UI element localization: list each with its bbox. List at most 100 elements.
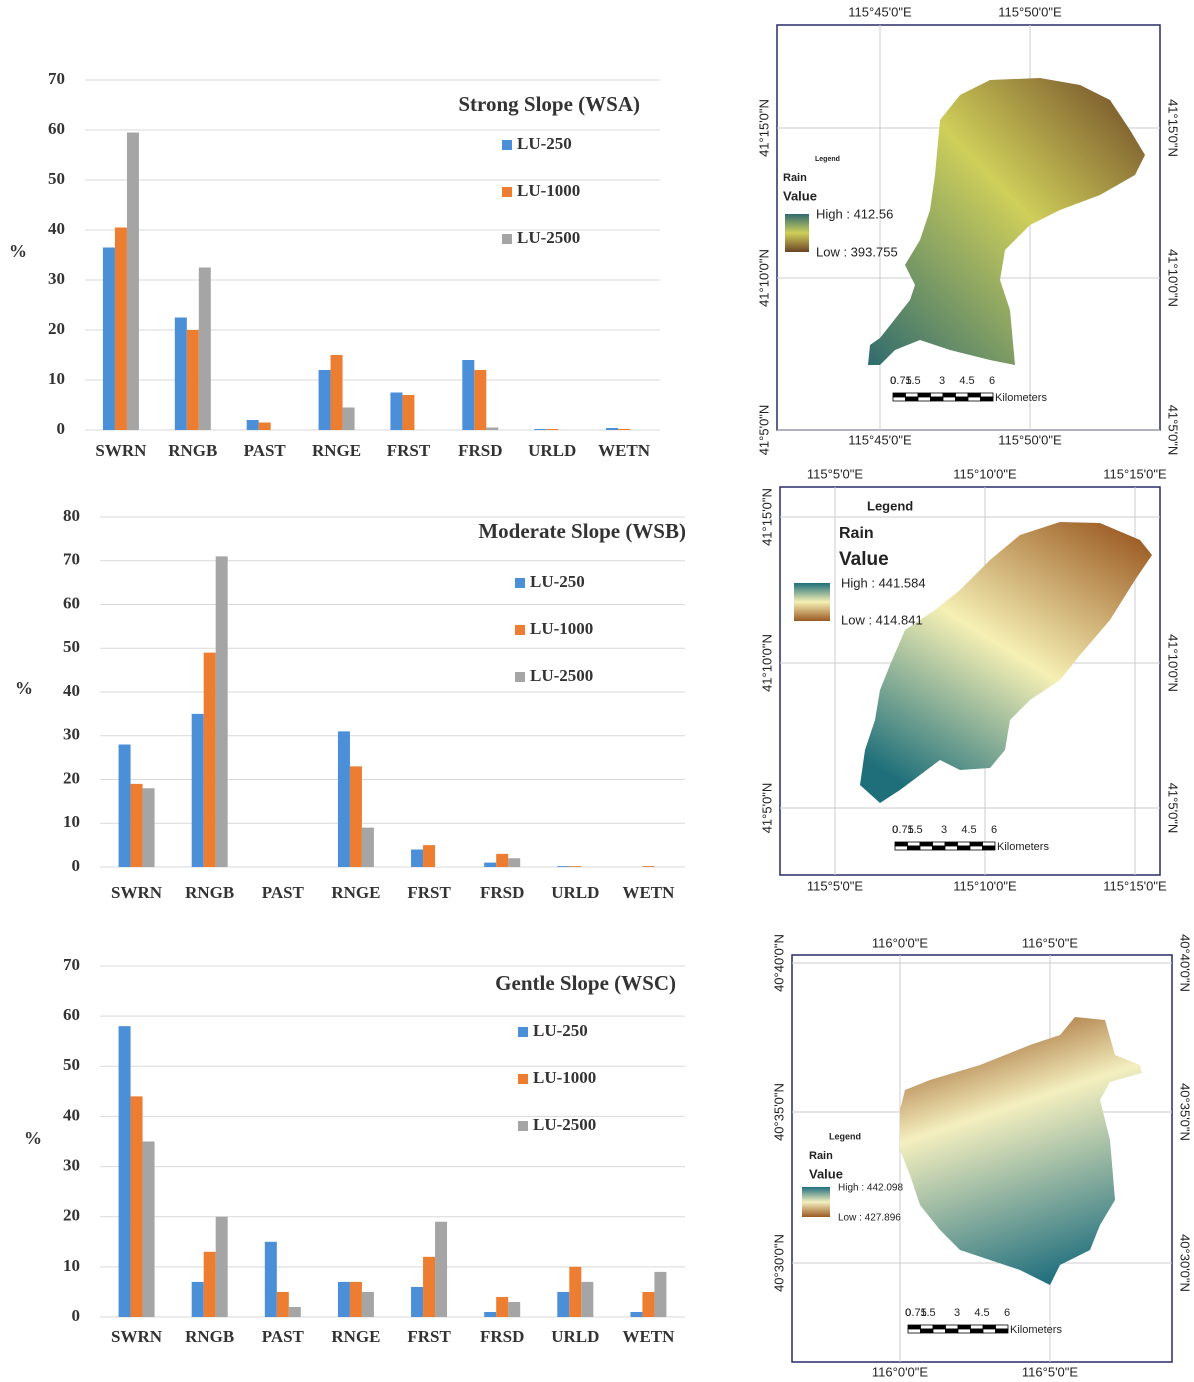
scale-label: 3	[941, 824, 947, 836]
y-axis-label: %	[9, 241, 27, 261]
scale-bar	[944, 845, 958, 851]
scale-bar	[894, 845, 908, 851]
legend-swatch	[515, 625, 525, 635]
x-tick-label: WETN	[598, 441, 651, 460]
legend-swatch	[518, 1027, 528, 1037]
legend-field: Rain	[809, 1150, 833, 1162]
scale-label: 4.5	[961, 824, 976, 836]
chart-title: Strong Slope (WSA)	[458, 92, 640, 116]
lat-label: 41°10'0"N	[1166, 249, 1181, 307]
bar	[215, 1216, 228, 1317]
scale-bar	[970, 1324, 984, 1330]
bar	[130, 783, 143, 867]
scale-bar	[907, 845, 921, 851]
scale-bar	[930, 396, 944, 402]
x-tick-label: SWRN	[95, 441, 147, 460]
legend-value: Value	[809, 1166, 843, 1181]
legend-label: LU-2500	[533, 1115, 596, 1134]
scale-label: 4.5	[959, 375, 974, 387]
scale-bar	[920, 1328, 934, 1334]
y-tick-label: 80	[63, 506, 80, 525]
bar	[642, 1291, 655, 1317]
bar	[411, 1286, 424, 1317]
bar	[118, 1026, 131, 1317]
y-tick-label: 30	[48, 269, 65, 288]
lon-label: 116°0'0"E	[872, 935, 928, 950]
bar	[496, 1296, 509, 1317]
legend-swatch	[518, 1121, 528, 1131]
bar	[361, 827, 374, 867]
scale-bar	[945, 1324, 959, 1330]
lon-label: 115°15'0"E	[1103, 466, 1167, 481]
bar	[186, 330, 199, 430]
scale-bar	[957, 845, 971, 851]
bar	[288, 1306, 301, 1317]
y-axis-label: %	[24, 1128, 42, 1148]
scale-bar	[932, 1324, 946, 1330]
bar	[435, 1221, 448, 1317]
scale-unit: Kilometers	[995, 392, 1047, 404]
bar	[114, 227, 127, 430]
scale-bar	[945, 1328, 959, 1334]
y-tick-label: 0	[72, 1306, 81, 1325]
scale-label: 0.75	[905, 1307, 926, 1319]
bar	[318, 370, 331, 430]
scale-bar	[957, 1328, 971, 1334]
bar	[557, 866, 570, 867]
legend-ramp	[802, 1187, 830, 1217]
scale-label: 3	[954, 1307, 960, 1319]
bar	[349, 1281, 362, 1317]
legend-label: LU-250	[533, 1021, 588, 1040]
lat-label: 41°15'0"N	[756, 99, 771, 157]
y-axis-label: %	[15, 678, 33, 698]
lat-label: 40°40'0"N	[771, 934, 786, 992]
x-tick-label: SWRN	[111, 1327, 163, 1346]
scale-label: 0.75	[890, 375, 911, 387]
scale-bar	[955, 396, 969, 402]
bar	[484, 862, 497, 867]
lon-label: 115°5'0"E	[807, 878, 863, 893]
scale-bar	[982, 1328, 996, 1334]
bar	[642, 866, 655, 867]
scale-label: 3	[939, 375, 945, 387]
bar	[118, 744, 131, 867]
scale-label: 1.5	[905, 375, 920, 387]
bar	[462, 360, 475, 430]
scale-bar	[894, 841, 908, 847]
scale-bar	[995, 1324, 1009, 1330]
scale-bar	[907, 841, 921, 847]
lon-label: 115°10'0"E	[953, 466, 1017, 481]
lat-label: 41°10'0"N	[1166, 634, 1181, 692]
scale-bar	[970, 1328, 984, 1334]
x-tick-label: FRSD	[480, 883, 524, 902]
bar	[474, 370, 487, 430]
bar	[581, 1281, 594, 1317]
scale-bar	[995, 1328, 1009, 1334]
bar	[130, 1096, 143, 1317]
scale-unit: Kilometers	[997, 841, 1049, 853]
bar	[102, 247, 115, 430]
x-tick-label: SWRN	[111, 883, 163, 902]
y-tick-label: 50	[63, 637, 80, 656]
legend-swatch	[515, 672, 525, 682]
legend-label: LU-1000	[517, 181, 580, 200]
scale-bar	[907, 1324, 921, 1330]
scale-label: 4.5	[974, 1307, 989, 1319]
scale-bar	[917, 396, 931, 402]
legend-field: Rain	[783, 172, 807, 184]
legend-title: Legend	[829, 1131, 861, 1141]
bar	[654, 1271, 667, 1317]
legend-title: Legend	[867, 498, 913, 513]
scale-label: 6	[991, 824, 997, 836]
scale-bar	[892, 392, 906, 398]
bar	[198, 267, 211, 430]
scale-bar	[942, 392, 956, 398]
lat-label: 40°35'0"N	[1178, 1083, 1193, 1141]
x-tick-label: RNGB	[185, 1327, 234, 1346]
bar	[390, 392, 403, 430]
y-tick-label: 20	[63, 1206, 80, 1225]
lat-label: 40°35'0"N	[771, 1083, 786, 1141]
x-tick-label: RNGB	[168, 441, 217, 460]
x-tick-label: FRSD	[480, 1327, 524, 1346]
